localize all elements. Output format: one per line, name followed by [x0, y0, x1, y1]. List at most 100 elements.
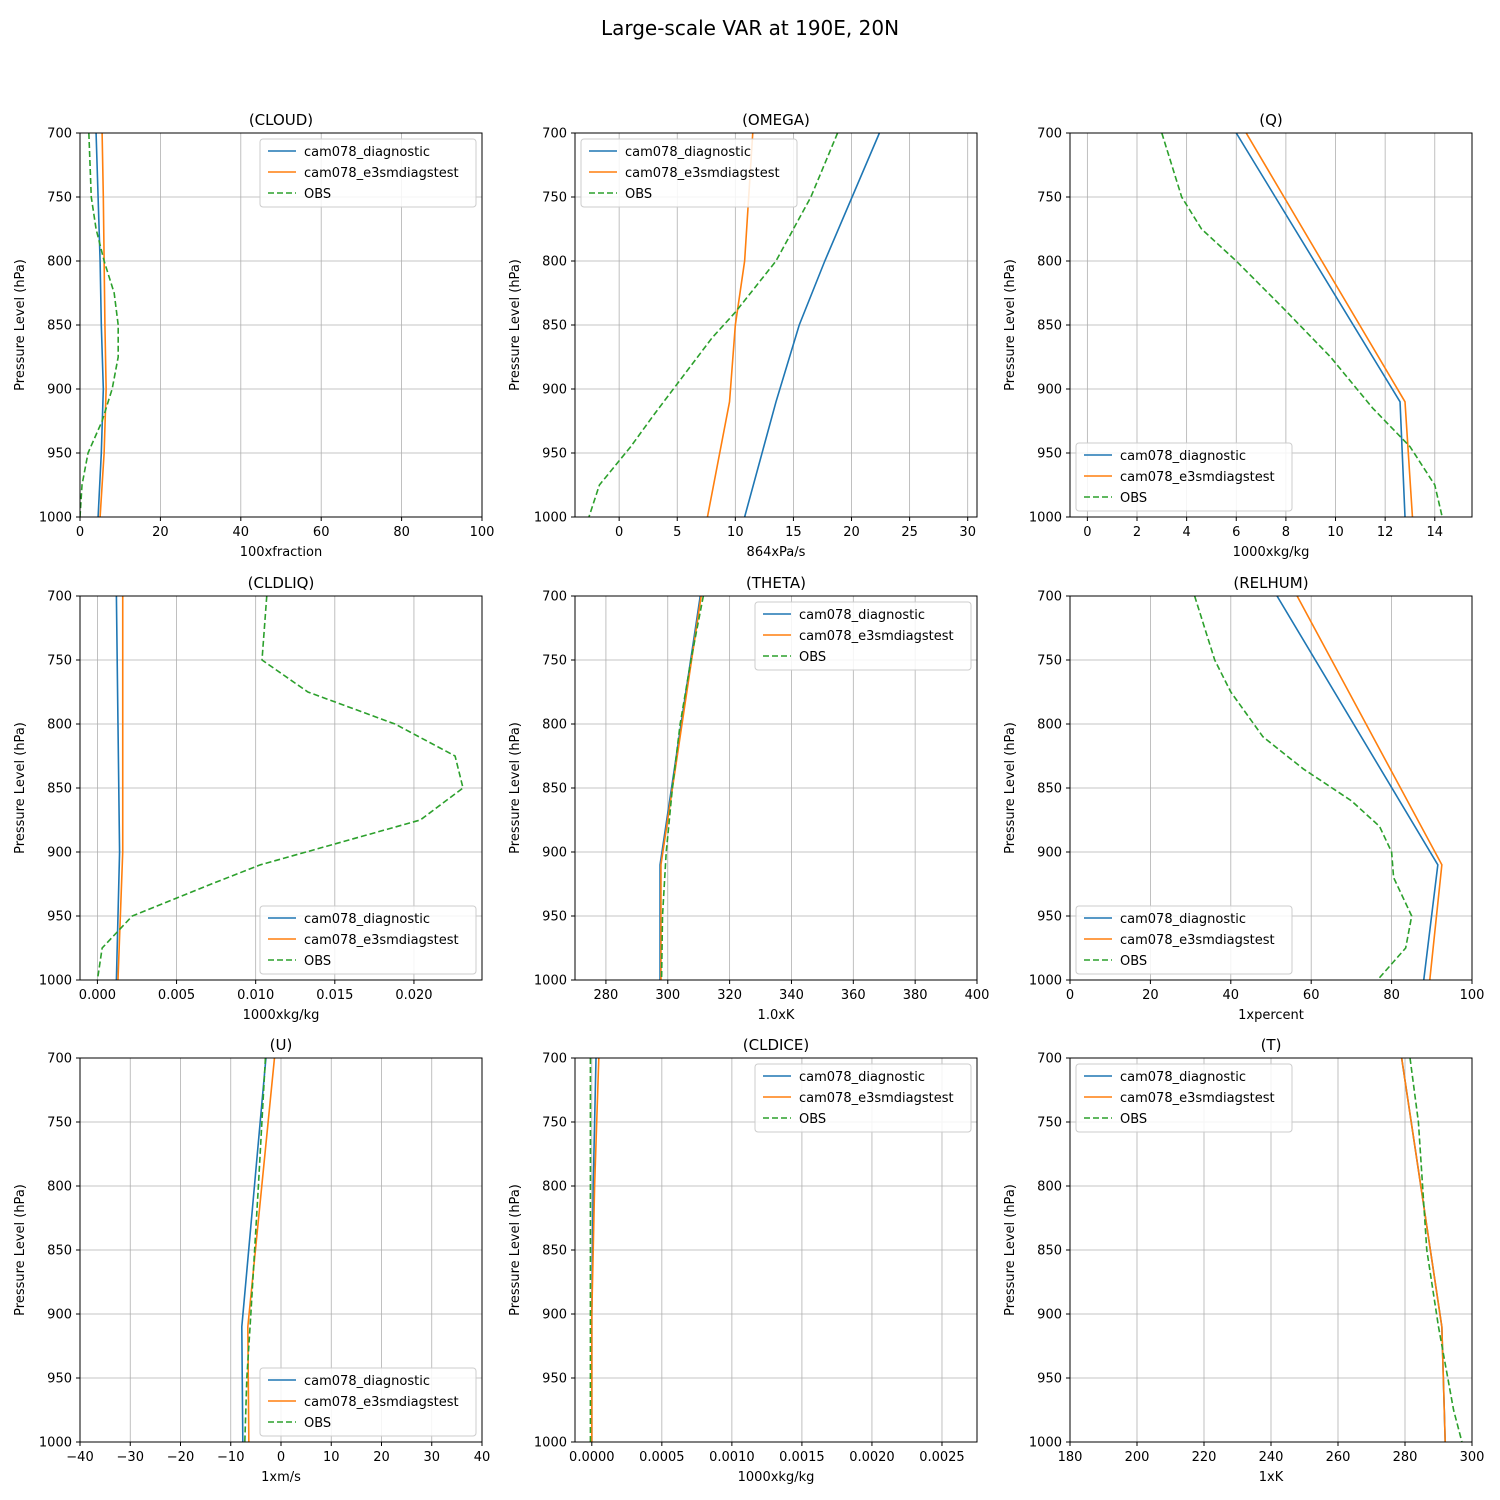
legend-box — [259, 138, 477, 208]
legend-entry: cam078_diagnostic — [304, 912, 430, 927]
series-line-OBS — [588, 133, 839, 517]
x-tick-label: 8 — [1282, 525, 1290, 540]
legend-box — [1075, 1063, 1293, 1133]
series-line-cam078_diagnostic — [115, 596, 121, 980]
x-tick-label: 0.0000 — [569, 1450, 615, 1465]
series-line-cam078_e3smdiagstest — [591, 1058, 600, 1442]
x-tick-label: 280 — [1393, 1450, 1418, 1465]
y-tick-label: 800 — [1037, 1180, 1062, 1195]
legend-entry: cam078_e3smdiagstest — [1120, 1091, 1275, 1106]
series-group — [1161, 133, 1443, 517]
x-tick-label: −20 — [167, 1450, 194, 1465]
x-tick-label: 100 — [1460, 988, 1485, 1003]
legend: cam078_diagnostic cam078_e3smdiagstest OBS — [754, 1063, 972, 1133]
y-tick-label: 950 — [542, 1372, 567, 1387]
subplot-omega: 0 5 10 15 20 25 30 700 750 800 850 900 950 1000 (OMEGA… — [508, 111, 978, 560]
y-tick-label: 750 — [542, 1116, 567, 1131]
x-tick-label: 300 — [655, 988, 680, 1003]
y-tick-label: 950 — [1037, 447, 1062, 462]
series-line-cam078_e3smdiagstest — [247, 1058, 276, 1442]
x-tick-label: 220 — [1192, 1450, 1217, 1465]
legend-entry: cam078_diagnostic — [799, 608, 925, 623]
y-axis-label: Pressure Level (hPa) — [1003, 1184, 1018, 1316]
subplot-t: 180 200 220 240 260 280 300 700 750 800 850 900 950 1… — [1003, 1036, 1484, 1485]
legend-entry: cam078_diagnostic — [1120, 449, 1246, 464]
legend-box — [580, 138, 798, 208]
legend: cam078_diagnostic cam078_e3smdiagstest OBS — [1075, 905, 1293, 975]
subplot-title: (OMEGA) — [742, 111, 810, 129]
y-tick-label: 850 — [1037, 782, 1062, 797]
subplot-title: (CLOUD) — [249, 111, 313, 129]
y-tick-label: 800 — [47, 718, 72, 733]
x-tick-label: 20 — [1142, 988, 1159, 1003]
x-tick-label: 320 — [717, 988, 742, 1003]
series-group — [659, 596, 705, 980]
y-tick-label: 750 — [1037, 1116, 1062, 1131]
series-line-cam078_diagnostic — [1276, 596, 1439, 980]
legend-entry: cam078_diagnostic — [625, 145, 751, 160]
legend-entry: cam078_e3smdiagstest — [799, 1091, 954, 1106]
x-tick-label: 300 — [1460, 1450, 1485, 1465]
series-line-cam078_e3smdiagstest — [706, 133, 754, 517]
legend-box — [754, 1063, 972, 1133]
y-tick-label: 950 — [47, 1372, 72, 1387]
y-axis-label: Pressure Level (hPa) — [508, 1184, 523, 1316]
y-tick-label: 850 — [542, 1244, 567, 1259]
legend-entry: cam078_e3smdiagstest — [304, 933, 459, 948]
x-tick-label: 40 — [474, 1450, 491, 1465]
y-tick-label: 700 — [1037, 127, 1062, 142]
series-line-cam078_diagnostic — [1235, 133, 1406, 517]
y-axis-label: Pressure Level (hPa) — [1003, 259, 1018, 391]
legend-box — [259, 1367, 477, 1437]
x-tick-label: 0.0005 — [639, 1450, 685, 1465]
y-tick-label: 900 — [47, 846, 72, 861]
legend-entry: cam078_diagnostic — [304, 145, 430, 160]
x-tick-label: 240 — [1259, 1450, 1284, 1465]
y-tick-label: 750 — [542, 654, 567, 669]
y-tick-label: 850 — [47, 319, 72, 334]
y-tick-label: 850 — [542, 782, 567, 797]
x-tick-label: 14 — [1427, 525, 1444, 540]
y-tick-label: 700 — [542, 590, 567, 605]
y-tick-label: 800 — [47, 1180, 72, 1195]
subplot-title: (U) — [270, 1036, 293, 1054]
legend: cam078_diagnostic cam078_e3smdiagstest OBS — [754, 601, 972, 671]
y-tick-label: 700 — [47, 1052, 72, 1067]
y-tick-label: 800 — [1037, 718, 1062, 733]
x-tick-label: 0 — [1066, 988, 1074, 1003]
legend-box — [1075, 905, 1293, 975]
y-tick-label: 750 — [1037, 191, 1062, 206]
series-line-cam078_e3smdiagstest — [117, 596, 124, 980]
x-tick-label: 0.0025 — [919, 1450, 965, 1465]
x-axis-label: 1xm/s — [261, 1470, 301, 1485]
y-tick-label: 800 — [542, 255, 567, 270]
series-line-cam078_e3smdiagstest — [1400, 1058, 1446, 1442]
y-tick-label: 800 — [1037, 255, 1062, 270]
y-tick-label: 950 — [47, 447, 72, 462]
x-tick-label: 0.015 — [316, 988, 353, 1003]
y-tick-label: 900 — [542, 846, 567, 861]
series-group — [588, 133, 881, 517]
y-tick-label: 1000 — [1029, 511, 1062, 526]
series-line-OBS — [80, 133, 119, 517]
y-tick-label: 900 — [1037, 846, 1062, 861]
x-tick-label: 0.010 — [237, 988, 274, 1003]
x-tick-label: 15 — [785, 525, 802, 540]
legend-entry: OBS — [799, 1112, 826, 1127]
series-group — [80, 133, 119, 517]
legend-entry: cam078_diagnostic — [1120, 1070, 1246, 1085]
series-line-cam078_e3smdiagstest — [99, 133, 107, 517]
legend-entry: cam078_e3smdiagstest — [1120, 933, 1275, 948]
series-line-OBS — [1409, 1058, 1463, 1442]
x-tick-label: 40 — [1223, 988, 1240, 1003]
y-tick-label: 700 — [1037, 590, 1062, 605]
x-axis-label: 1xK — [1259, 1470, 1284, 1485]
y-tick-label: 900 — [542, 383, 567, 398]
series-line-OBS — [1161, 133, 1443, 517]
legend-entry: cam078_e3smdiagstest — [1120, 470, 1275, 485]
x-tick-label: 100 — [470, 525, 495, 540]
x-tick-label: 400 — [965, 988, 990, 1003]
x-tick-label: −10 — [217, 1450, 244, 1465]
subplot-theta: 280 300 320 340 360 380 400 700 750 800 850 900 950 1… — [508, 574, 989, 1023]
series-line-cam078_diagnostic — [95, 133, 105, 517]
